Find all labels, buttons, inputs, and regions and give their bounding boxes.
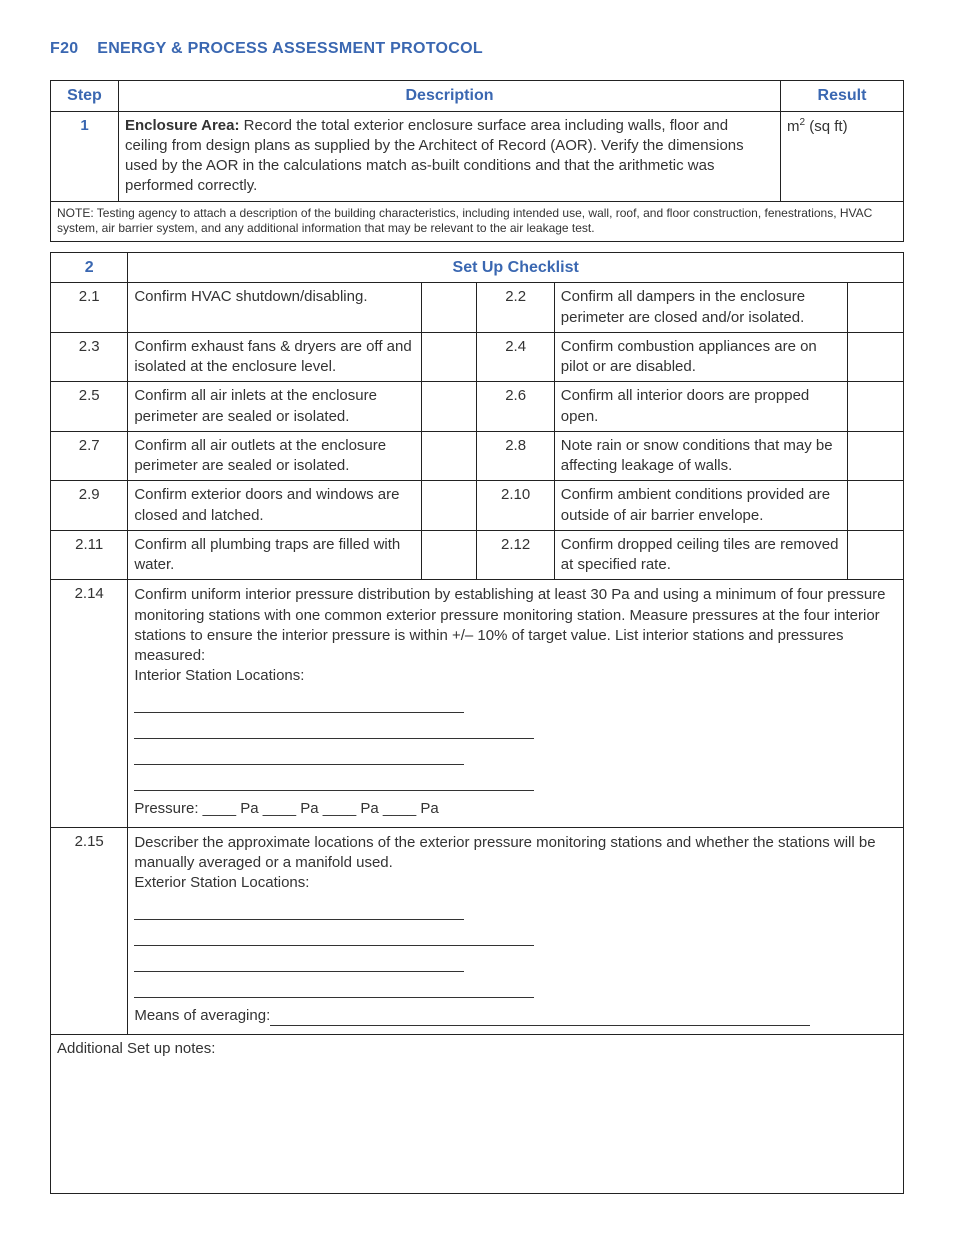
step-text: Confirm all interior doors are propped o…	[554, 382, 847, 432]
check-cell[interactable]	[421, 283, 477, 333]
checklist-step: 2	[51, 252, 128, 283]
check-cell[interactable]	[421, 382, 477, 432]
note-text: NOTE: Testing agency to attach a descrip…	[51, 201, 904, 241]
step-text: Confirm HVAC shutdown/disabling.	[128, 283, 421, 333]
header-code: F20	[50, 40, 78, 57]
check-cell[interactable]	[421, 431, 477, 481]
step-text: Confirm combustion appliances are on pil…	[554, 332, 847, 382]
step-text: Confirm all plumbing traps are filled wi…	[128, 530, 421, 580]
table-row: 2.1 Confirm HVAC shutdown/disabling. 2.2…	[51, 283, 904, 333]
checklist-title: Set Up Checklist	[128, 252, 904, 283]
table-row: 2.11 Confirm all plumbing traps are fill…	[51, 530, 904, 580]
check-cell[interactable]	[848, 481, 904, 531]
table-row: 2.3 Confirm exhaust fans & dryers are of…	[51, 332, 904, 382]
step-215-para: Describer the approximate locations of t…	[134, 834, 875, 871]
table-row: 2.7 Confirm all air outlets at the enclo…	[51, 431, 904, 481]
table-row: 1 Enclosure Area: Record the total exter…	[51, 111, 904, 201]
step-214-cell[interactable]: Confirm uniform interior pressure distri…	[128, 580, 904, 828]
page-header: F20 ENERGY & PROCESS ASSESSMENT PROTOCOL	[50, 40, 904, 58]
step-num: 2.14	[51, 580, 128, 828]
table-row: 2.15 Describer the approximate locations…	[51, 827, 904, 1034]
result-cell[interactable]: m2 (sq ft)	[781, 111, 904, 201]
additional-notes-row: Additional Set up notes:	[51, 1034, 904, 1193]
check-cell[interactable]	[421, 481, 477, 531]
means-of-averaging[interactable]: Means of averaging:	[134, 1006, 897, 1026]
step-num: 2.10	[477, 481, 554, 531]
additional-notes-cell[interactable]: Additional Set up notes:	[51, 1034, 904, 1193]
table-row: 2.5 Confirm all air inlets at the enclos…	[51, 382, 904, 432]
step-num: 2.7	[51, 431, 128, 481]
table-enclosure: Step Description Result 1 Enclosure Area…	[50, 80, 904, 242]
step-num: 2.2	[477, 283, 554, 333]
step-num: 2.11	[51, 530, 128, 580]
col-step: Step	[51, 81, 119, 112]
step-num: 2.3	[51, 332, 128, 382]
table-row: 2.9 Confirm exterior doors and windows a…	[51, 481, 904, 531]
col-result: Result	[781, 81, 904, 112]
header-title: ENERGY & PROCESS ASSESSMENT PROTOCOL	[97, 40, 483, 57]
step-num: 2.4	[477, 332, 554, 382]
exterior-loc-label: Exterior Station Locations:	[134, 874, 309, 891]
step-num: 2.1	[51, 283, 128, 333]
additional-notes-label: Additional Set up notes:	[57, 1040, 215, 1057]
col-description: Description	[119, 81, 781, 112]
desc-bold: Enclosure Area:	[125, 117, 240, 134]
table-header-row: Step Description Result	[51, 81, 904, 112]
step-description: Enclosure Area: Record the total exterio…	[119, 111, 781, 201]
step-215-cell[interactable]: Describer the approximate locations of t…	[128, 827, 904, 1034]
step-num: 2.8	[477, 431, 554, 481]
step-text: Confirm exterior doors and windows are c…	[128, 481, 421, 531]
note-row: NOTE: Testing agency to attach a descrip…	[51, 201, 904, 241]
step-text: Confirm exhaust fans & dryers are off an…	[128, 332, 421, 382]
step-number: 1	[51, 111, 119, 201]
check-cell[interactable]	[848, 332, 904, 382]
interior-loc-label: Interior Station Locations:	[134, 667, 304, 684]
check-cell[interactable]	[421, 530, 477, 580]
step-num: 2.15	[51, 827, 128, 1034]
check-cell[interactable]	[848, 283, 904, 333]
step-text: Confirm dropped ceiling tiles are remove…	[554, 530, 847, 580]
step-text: Confirm ambient conditions provided are …	[554, 481, 847, 531]
pressure-line[interactable]: Pressure: ____ Pa ____ Pa ____ Pa ____ P…	[134, 799, 897, 819]
step-num: 2.12	[477, 530, 554, 580]
step-text: Confirm all dampers in the enclosure per…	[554, 283, 847, 333]
check-cell[interactable]	[421, 332, 477, 382]
step-num: 2.5	[51, 382, 128, 432]
checklist-header-row: 2 Set Up Checklist	[51, 252, 904, 283]
step-214-para: Confirm uniform interior pressure distri…	[134, 586, 885, 664]
step-num: 2.6	[477, 382, 554, 432]
table-row: 2.14 Confirm uniform interior pressure d…	[51, 580, 904, 828]
step-text: Confirm all air outlets at the enclosure…	[128, 431, 421, 481]
step-text: Note rain or snow conditions that may be…	[554, 431, 847, 481]
check-cell[interactable]	[848, 431, 904, 481]
step-num: 2.9	[51, 481, 128, 531]
check-cell[interactable]	[848, 382, 904, 432]
table-checklist: 2 Set Up Checklist 2.1 Confirm HVAC shut…	[50, 252, 904, 1194]
step-text: Confirm all air inlets at the enclosure …	[128, 382, 421, 432]
check-cell[interactable]	[848, 530, 904, 580]
